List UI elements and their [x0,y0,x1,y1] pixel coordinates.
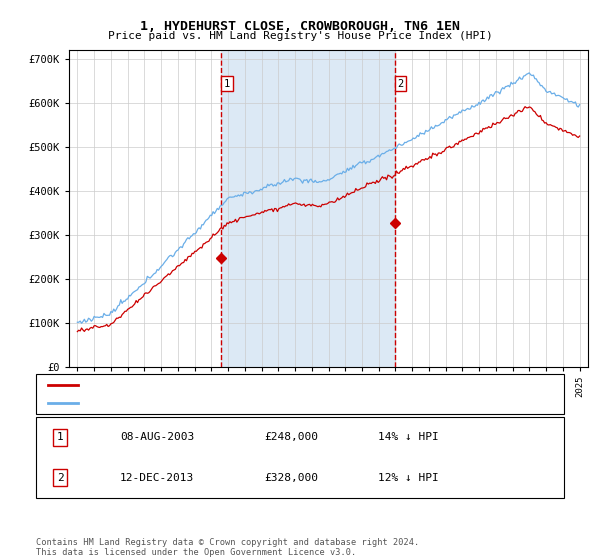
Text: 1, HYDEHURST CLOSE, CROWBOROUGH, TN6 1EN (detached house): 1, HYDEHURST CLOSE, CROWBOROUGH, TN6 1EN… [81,380,416,390]
Text: 1: 1 [224,78,230,88]
Text: 12% ↓ HPI: 12% ↓ HPI [378,473,439,483]
Text: £248,000: £248,000 [264,432,318,442]
Text: 14% ↓ HPI: 14% ↓ HPI [378,432,439,442]
Text: 2: 2 [397,78,403,88]
Text: 1, HYDEHURST CLOSE, CROWBOROUGH, TN6 1EN: 1, HYDEHURST CLOSE, CROWBOROUGH, TN6 1EN [140,20,460,32]
Text: 2: 2 [56,473,64,483]
Text: 1: 1 [56,432,64,442]
Text: 12-DEC-2013: 12-DEC-2013 [120,473,194,483]
Text: Price paid vs. HM Land Registry's House Price Index (HPI): Price paid vs. HM Land Registry's House … [107,31,493,41]
Text: 08-AUG-2003: 08-AUG-2003 [120,432,194,442]
Text: Contains HM Land Registry data © Crown copyright and database right 2024.
This d: Contains HM Land Registry data © Crown c… [36,538,419,557]
Text: £328,000: £328,000 [264,473,318,483]
Text: HPI: Average price, detached house, Wealden: HPI: Average price, detached house, Weal… [81,398,334,408]
Bar [221,50,395,367]
